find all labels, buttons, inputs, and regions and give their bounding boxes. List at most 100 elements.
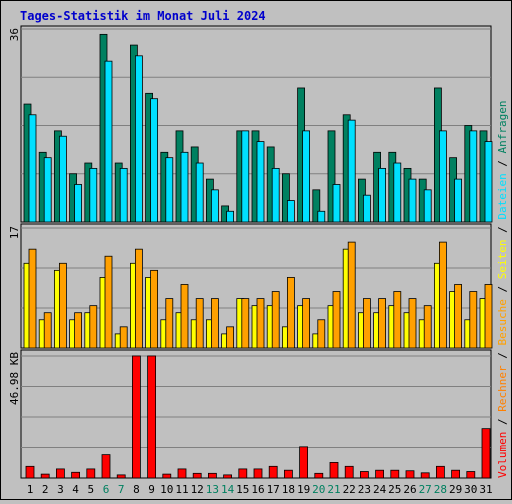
- bar-dateien-day-6: [104, 60, 113, 223]
- bar-volumen-day-15: [238, 468, 248, 479]
- legend-volumen: Volumen: [496, 432, 509, 478]
- x-label-day-22: 22: [343, 483, 356, 496]
- bar-besuche-day-21: [332, 291, 341, 349]
- bar-besuche-day-14: [226, 326, 235, 349]
- bar-volumen-day-19: [299, 446, 309, 479]
- panels: 36 17 46.98 KB: [8, 25, 493, 479]
- bar-besuche-day-28: [438, 241, 447, 349]
- legend-rechner: Rechner: [496, 365, 509, 412]
- bar-besuche-day-27: [423, 305, 432, 349]
- bar-dateien-day-3: [59, 135, 67, 223]
- bar-volumen-day-20: [314, 472, 324, 479]
- legend: Volumen / Rechner / Besuche / Seiten / D…: [496, 100, 509, 478]
- bar-volumen-day-18: [283, 469, 293, 479]
- legend-separator: /: [496, 220, 509, 240]
- bar-volumen-day-2: [40, 473, 50, 479]
- bar-dateien-day-29: [454, 178, 463, 223]
- x-label-day-1: 1: [27, 483, 34, 496]
- bar-dateien-day-21: [332, 184, 341, 223]
- x-label-day-17: 17: [267, 483, 280, 496]
- bar-besuche-day-1: [28, 248, 37, 349]
- panel-middle: 17: [8, 223, 493, 349]
- x-label-day-27: 27: [419, 483, 432, 496]
- legend-dateien: Dateien: [496, 173, 509, 219]
- legend-separator: /: [496, 153, 509, 173]
- bar-volumen-day-31: [481, 428, 491, 479]
- bar-besuche-day-19: [302, 298, 311, 349]
- bar-besuche-day-23: [362, 298, 371, 349]
- legend-separator: /: [496, 346, 509, 366]
- legend-separator: /: [496, 412, 509, 432]
- bar-dateien-day-15: [241, 130, 250, 223]
- bar-volumen-day-24: [375, 469, 385, 479]
- bar-dateien-day-7: [119, 167, 128, 223]
- bar-besuche-day-31: [484, 284, 493, 349]
- x-label-day-2: 2: [42, 483, 49, 496]
- bar-dateien-day-22: [347, 119, 356, 223]
- bar-volumen-day-10: [162, 473, 172, 479]
- bar-besuche-day-20: [317, 319, 326, 349]
- bar-volumen-day-17: [268, 465, 278, 479]
- legend-text: Volumen / Rechner / Besuche / Seiten / D…: [496, 100, 509, 478]
- bar-besuche-day-4: [74, 312, 82, 349]
- bar-volumen-day-1: [25, 465, 35, 479]
- x-label-day-10: 10: [160, 483, 173, 496]
- bar-dateien-day-9: [150, 98, 159, 223]
- x-label-day-4: 4: [72, 483, 79, 496]
- bar-besuche-day-7: [119, 326, 128, 349]
- bar-dateien-day-11: [180, 151, 189, 223]
- bar-besuche-day-9: [150, 269, 159, 349]
- bar-volumen-day-25: [390, 469, 400, 479]
- bar-volumen-day-16: [253, 468, 263, 479]
- bar-volumen-day-7: [116, 474, 126, 479]
- bar-besuche-day-6: [104, 255, 113, 349]
- x-label-day-30: 30: [464, 483, 477, 496]
- chart-title: Tages-Statistik im Monat Juli 2024: [20, 9, 266, 23]
- bar-dateien-day-17: [271, 167, 280, 223]
- bar-volumen-day-22: [344, 465, 354, 479]
- panel-top-max-label: 36: [8, 28, 21, 41]
- x-label-day-26: 26: [403, 483, 416, 496]
- x-label-day-31: 31: [479, 483, 492, 496]
- x-axis-labels: 1 2 3 4 5 6 7 8 9 10 11 12 13 14 15 16 17 18 19 20 21 22 23 24 2…: [27, 483, 493, 496]
- bar-volumen-day-11: [177, 468, 187, 479]
- bar-volumen-day-8: [131, 355, 141, 479]
- bar-dateien-day-16: [256, 141, 265, 223]
- bar-anfragen-day-18: [281, 173, 290, 223]
- bar-besuche-day-10: [165, 298, 174, 349]
- bar-dateien-day-31: [484, 141, 493, 223]
- bar-volumen-day-4: [71, 471, 80, 479]
- bar-besuche-day-11: [180, 284, 189, 349]
- bar-volumen-day-30: [466, 471, 476, 479]
- bar-dateien-day-20: [317, 210, 326, 223]
- x-label-day-25: 25: [388, 483, 401, 496]
- bar-dateien-day-1: [28, 114, 37, 223]
- bar-besuche-day-18: [286, 277, 295, 349]
- bar-anfragen-day-21: [327, 130, 336, 223]
- x-label-day-18: 18: [282, 483, 295, 496]
- bar-volumen-day-26: [405, 470, 415, 479]
- bar-dateien-day-8: [134, 55, 143, 223]
- x-label-day-19: 19: [297, 483, 310, 496]
- bar-volumen-day-14: [223, 474, 233, 479]
- x-label-day-7: 7: [118, 483, 125, 496]
- bar-volumen-day-28: [435, 465, 445, 479]
- bar-besuche-day-22: [347, 241, 356, 349]
- panel-bottom-max-label: 46.98 KB: [8, 352, 21, 405]
- x-label-day-11: 11: [175, 483, 188, 496]
- bar-volumen-day-29: [451, 469, 461, 479]
- bar-dateien-day-4: [74, 184, 82, 223]
- x-label-day-16: 16: [251, 483, 264, 496]
- bar-dateien-day-19: [302, 130, 311, 223]
- panel-bottom-frame: [20, 349, 492, 479]
- bar-besuche-day-5: [89, 305, 98, 349]
- x-label-day-21: 21: [327, 483, 340, 496]
- bar-anfragen-day-20: [312, 189, 321, 223]
- bar-dateien-day-30: [469, 130, 478, 223]
- bar-dateien-day-25: [393, 162, 402, 223]
- x-label-day-23: 23: [358, 483, 371, 496]
- bar-besuche-day-25: [393, 291, 402, 349]
- bar-besuche-day-12: [195, 298, 204, 349]
